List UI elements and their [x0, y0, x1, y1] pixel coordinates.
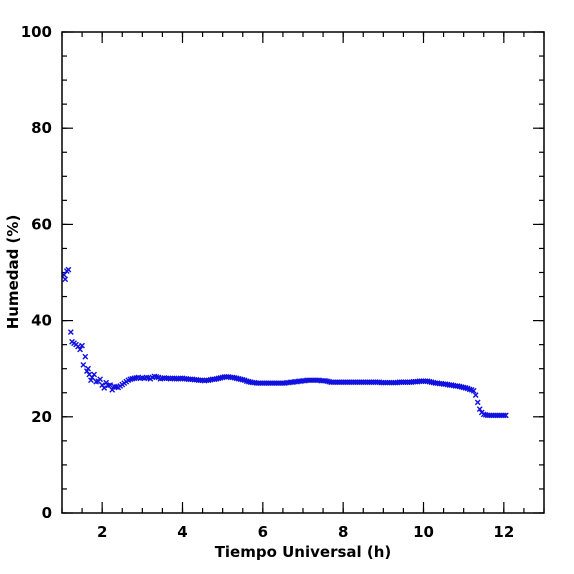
data-point: [470, 387, 477, 394]
data-point: [67, 329, 74, 336]
minor-ticks: [61, 31, 545, 514]
x-tick-labels: 2 4 6 8 10 12: [97, 523, 514, 541]
y-tick-label: 60: [31, 215, 52, 233]
data-point: [502, 412, 509, 419]
y-tick-label: 80: [31, 119, 52, 137]
y-tick-label: 20: [31, 408, 52, 426]
y-axis-title: Humedad (%): [4, 215, 22, 330]
x-axis-title: Tiempo Universal (h): [215, 543, 392, 561]
data-point: [82, 353, 89, 360]
data-point: [107, 382, 114, 388]
data-point: [474, 399, 481, 406]
data-point: [500, 412, 507, 419]
x-tick-label: 2: [97, 523, 107, 541]
x-tick-label: 8: [338, 523, 348, 541]
data-point: [97, 376, 104, 383]
data-point: [62, 276, 69, 283]
y-tick-label: 0: [42, 504, 52, 522]
x-tick-label: 6: [258, 523, 268, 541]
data-point: [77, 346, 83, 353]
data-point: [91, 371, 98, 378]
data-point: [101, 385, 108, 391]
data-point: [85, 365, 92, 372]
y-tick-labels: 0 20 40 60 80 100: [21, 23, 52, 522]
data-point: [80, 361, 87, 368]
data-point: [65, 266, 72, 273]
data-point: [476, 406, 483, 412]
plot-frame: [61, 31, 545, 514]
major-ticks: [62, 31, 544, 514]
x-tick-label: 12: [493, 523, 514, 541]
data-point: [472, 392, 479, 399]
x-tick-label: 10: [413, 523, 434, 541]
data-point: [109, 386, 116, 393]
y-tick-label: 40: [31, 312, 52, 330]
x-tick-label: 4: [177, 523, 187, 541]
data-points: [61, 266, 509, 419]
y-tick-label: 100: [21, 23, 52, 41]
data-point: [79, 342, 85, 349]
